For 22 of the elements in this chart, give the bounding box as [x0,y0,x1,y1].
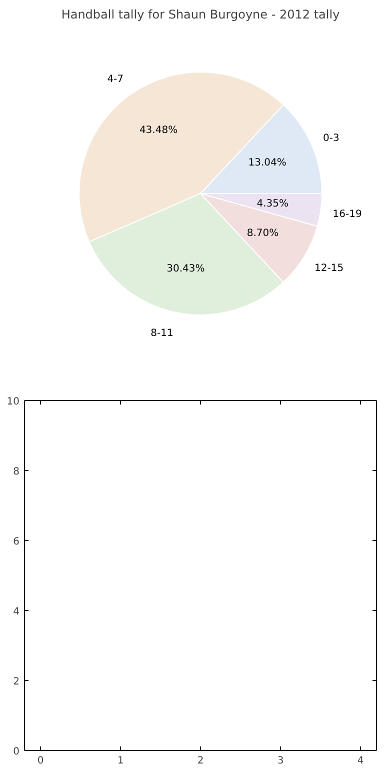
data-label: 13.04% [248,157,286,168]
slice-label: 16-19 [332,208,362,220]
y-tick-label: 0 [13,746,20,758]
y-tick-label: 2 [13,676,20,688]
x-tick-label: 4 [357,756,364,766]
x-tick-label: 3 [277,756,284,766]
slice-label: 12-15 [314,262,344,274]
slice-label: 8-11 [150,328,174,339]
chart-title: Handball tally for Shaun Burgoyne - 2012 tally [61,8,340,22]
data-label: 43.48% [139,125,178,136]
x-tick-label: 2 [197,756,204,766]
data-label: 8.70% [246,228,279,240]
x-tick-label: 1 [117,756,124,766]
y-tick-label: 10 [6,396,20,408]
slice-label: 0-3 [322,133,340,144]
y-tick-label: 8 [13,466,20,478]
data-label: 30.43% [166,263,205,274]
y-tick-label: 6 [13,536,20,548]
x-tick-label: 0 [37,756,44,766]
y-tick-label: 4 [13,606,20,618]
slice-label: 4-7 [107,74,124,86]
data-label: 4.35% [256,198,289,210]
